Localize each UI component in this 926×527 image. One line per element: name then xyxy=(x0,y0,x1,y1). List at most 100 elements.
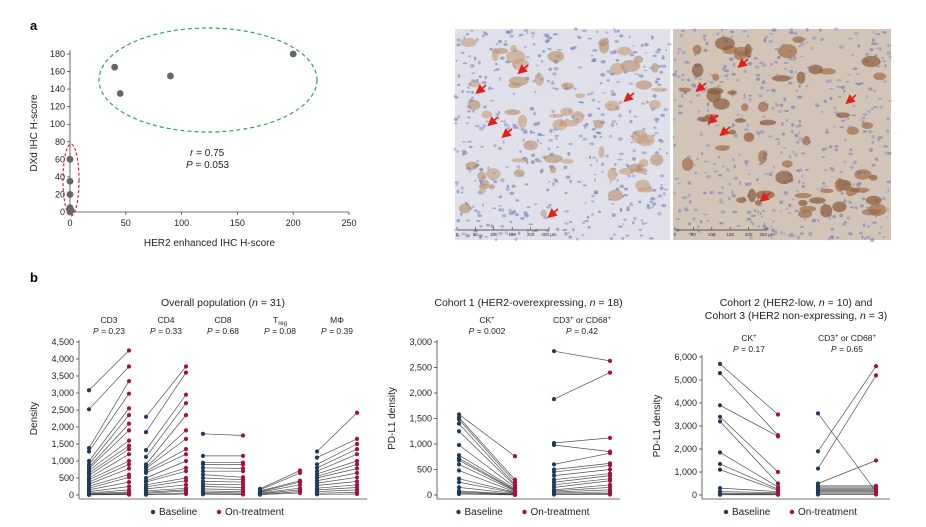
nucleus xyxy=(720,186,725,190)
nucleus xyxy=(611,213,616,218)
nucleus xyxy=(470,79,476,83)
nucleus xyxy=(481,203,485,207)
baseline-point xyxy=(717,450,723,455)
nucleus xyxy=(591,156,597,159)
pair-line xyxy=(553,475,611,483)
scatter-point xyxy=(167,72,174,80)
nucleus xyxy=(794,133,799,138)
nucleus xyxy=(738,180,742,185)
group-label-sup: + xyxy=(753,334,757,340)
legend-baseline-marker xyxy=(456,509,461,515)
baseline-point xyxy=(143,470,149,475)
nucleus xyxy=(823,99,827,103)
x-axis-label: HER2 enhanced IHC H-score xyxy=(144,238,276,249)
nucleus xyxy=(456,189,460,194)
nucleus xyxy=(716,32,719,36)
nucleus xyxy=(625,209,631,212)
legend-ontreatment-marker xyxy=(522,509,527,515)
nucleus xyxy=(771,28,777,32)
stained-cell xyxy=(792,36,805,44)
stained-cell xyxy=(861,55,881,68)
ontreatment-point xyxy=(354,466,360,471)
ontreatment-point xyxy=(354,452,360,457)
nucleus xyxy=(773,231,778,235)
baseline-point xyxy=(456,453,462,458)
nucleus xyxy=(512,209,516,214)
x-tick-label: 250 xyxy=(341,218,356,228)
nucleus xyxy=(887,100,893,102)
pair-line xyxy=(458,444,516,488)
baseline-point xyxy=(551,349,557,354)
y-tick-label: 0 xyxy=(69,490,74,500)
scatter-point xyxy=(66,177,74,185)
stained-cell xyxy=(747,188,756,203)
nucleus xyxy=(789,232,794,237)
ontreatment-point xyxy=(126,379,132,384)
nucleus xyxy=(662,64,667,68)
baseline-point xyxy=(717,461,723,467)
nucleus xyxy=(750,221,753,224)
nucleus xyxy=(456,83,461,86)
chart-title: Cohort 2 (HER2-low, n = 10) and xyxy=(720,297,873,309)
nucleus xyxy=(659,71,664,74)
scatter-point xyxy=(116,90,124,97)
nucleus xyxy=(828,216,831,220)
nucleus xyxy=(554,87,560,91)
pair-line xyxy=(316,484,358,489)
nucleus xyxy=(755,178,759,182)
nucleus xyxy=(744,160,749,165)
nucleus xyxy=(704,85,707,90)
nucleus xyxy=(578,134,583,138)
nucleus xyxy=(614,40,620,43)
stained-cell xyxy=(593,119,604,129)
baseline-point xyxy=(717,486,723,491)
nucleus xyxy=(726,167,729,171)
nucleus xyxy=(815,188,820,191)
stained-cell xyxy=(741,103,749,112)
stained-cell xyxy=(650,153,664,166)
pair-line xyxy=(553,372,611,400)
nucleus xyxy=(610,236,613,241)
nucleus xyxy=(762,224,767,228)
pair-line xyxy=(259,481,301,492)
nucleus xyxy=(553,33,559,36)
nucleus xyxy=(768,32,774,36)
nucleus xyxy=(699,219,703,224)
nucleus xyxy=(632,51,638,54)
scale-tick-label: 200 xyxy=(745,232,753,237)
nucleus xyxy=(795,125,799,128)
stained-cell xyxy=(572,110,584,124)
pair-line xyxy=(719,421,779,484)
nucleus xyxy=(788,31,794,35)
nucleus xyxy=(651,35,654,40)
baseline-point xyxy=(314,449,320,454)
baseline-point xyxy=(551,473,557,478)
nucleus xyxy=(493,144,497,148)
nucleus xyxy=(652,54,657,57)
nucleus xyxy=(473,209,478,212)
group-label: MΦ xyxy=(330,315,344,325)
nucleus xyxy=(512,92,516,96)
nucleus xyxy=(774,102,778,104)
ontreatment-point xyxy=(297,490,303,496)
stained-cell xyxy=(635,80,653,90)
nucleus xyxy=(547,147,551,151)
nucleus xyxy=(760,86,764,90)
y-tick-label: 1,000 xyxy=(409,439,432,449)
baseline-point xyxy=(456,462,462,467)
nucleus xyxy=(687,78,691,82)
nucleus xyxy=(626,206,630,210)
nucleus xyxy=(573,45,577,50)
nucleus xyxy=(646,203,650,207)
nucleus xyxy=(834,145,839,148)
nucleus xyxy=(530,31,536,35)
pair-line xyxy=(316,481,358,486)
group-label-text: CD8 xyxy=(214,315,231,325)
stained-cell xyxy=(796,71,806,84)
nucleus xyxy=(645,221,648,225)
nucleus xyxy=(652,94,657,98)
nucleus xyxy=(864,52,870,57)
nucleus xyxy=(579,101,585,104)
group-label: Treg xyxy=(273,315,287,327)
